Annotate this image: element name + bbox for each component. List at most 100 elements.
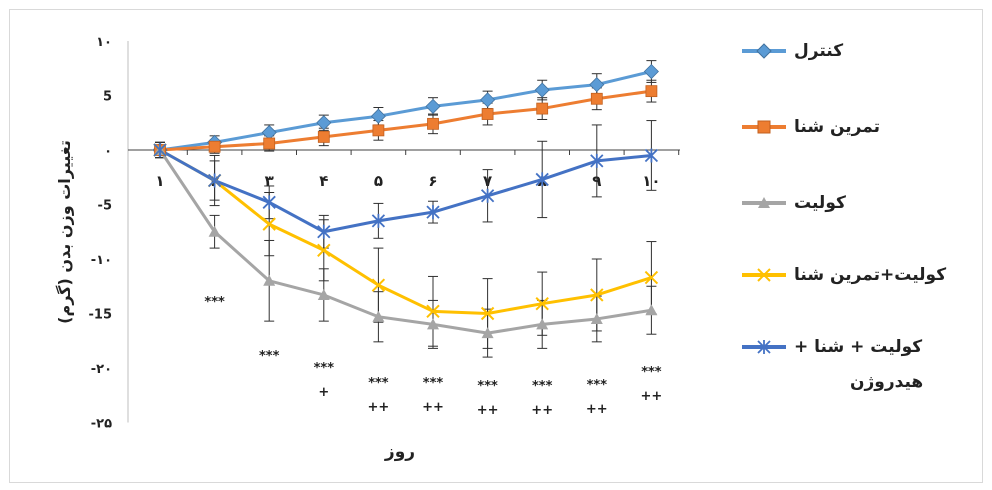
- significance-label: ***: [587, 378, 608, 393]
- data-point: [426, 304, 440, 319]
- data-point: [317, 131, 330, 143]
- significance-annotations: *** *** *** + *** ++ *** ++ *** ++ *** ++ *** ++ *** ++: [204, 295, 662, 418]
- data-point: [481, 108, 494, 120]
- x-axis-label: روز: [384, 442, 415, 462]
- data-point: [589, 77, 605, 93]
- data-point: [590, 92, 603, 105]
- data-point: [317, 243, 331, 257]
- y-tick-label: -۱۰: [91, 253, 112, 268]
- data-point: [263, 137, 276, 150]
- data-point: [590, 288, 604, 302]
- data-point: [153, 143, 167, 157]
- legend-label: کولیت+تمرین شنا: [794, 265, 947, 285]
- data-point: [645, 304, 658, 316]
- significance-label: ***: [259, 349, 280, 364]
- data-point: [644, 148, 659, 163]
- data-point: [207, 173, 222, 188]
- data-point: [261, 124, 277, 141]
- series-line: [159, 70, 652, 152]
- data-point: [372, 310, 385, 322]
- significance-label: ***: [368, 376, 389, 391]
- chart-frame: [9, 9, 983, 483]
- x-tick-label: ۵: [374, 172, 383, 190]
- legend-swatch: [742, 190, 786, 216]
- legend-item-swim-training: تمرین شنا: [742, 114, 880, 140]
- x-tick-label: ۱: [155, 172, 164, 190]
- significance-label: ***: [314, 361, 335, 376]
- legend-swatch: [742, 38, 786, 64]
- significance-label: ++: [368, 400, 390, 415]
- significance-label: ***: [204, 295, 225, 310]
- data-point: [480, 92, 496, 108]
- series-lines: [158, 70, 652, 335]
- data-point: [371, 278, 386, 292]
- x-tick-label: ۶: [428, 172, 437, 190]
- series-line: [159, 148, 652, 315]
- series-markers: [152, 63, 659, 339]
- significance-label: +: [318, 385, 329, 400]
- data-point: [263, 274, 276, 286]
- data-point: [480, 306, 495, 321]
- data-point: [208, 225, 221, 237]
- x-tick-label: ۴: [319, 172, 328, 190]
- legend-swatch: [742, 262, 786, 288]
- y-tick-label: -5: [98, 199, 112, 214]
- data-point: [372, 124, 385, 137]
- y-axis-label: تغییرات وزن بدن (گرم): [55, 140, 74, 324]
- data-point: [262, 217, 276, 231]
- significance-label: ***: [477, 379, 498, 394]
- data-point: [590, 153, 604, 168]
- legend-swatch: [742, 114, 786, 140]
- significance-label: ++: [641, 389, 663, 404]
- data-point: [481, 327, 494, 339]
- legend-label: تمرین شنا: [794, 117, 880, 137]
- y-tick-label: ۰: [104, 144, 112, 159]
- data-point: [480, 188, 495, 203]
- data-point: [427, 117, 439, 130]
- legend-label-continuation: هیدروژن: [850, 372, 924, 392]
- significance-label: ++: [586, 402, 608, 417]
- data-point: [371, 213, 386, 228]
- significance-label: ++: [531, 403, 553, 418]
- data-point: [425, 98, 441, 114]
- legend-item-colitis-swim: کولیت+تمرین شنا: [742, 262, 946, 288]
- data-point: [535, 296, 549, 311]
- significance-label: ***: [641, 365, 662, 380]
- legend-swatch: [742, 334, 786, 360]
- legend-label: کنترل: [794, 41, 844, 61]
- y-tick-label: -۲۵: [91, 417, 112, 432]
- legend-item-colitis-swim-hydrogen: کولیت + شنا +: [742, 334, 922, 360]
- data-point: [535, 172, 549, 187]
- data-point: [536, 318, 549, 330]
- significance-label: ++: [477, 403, 499, 418]
- data-point: [317, 288, 330, 300]
- y-tick-label: ۱۰: [96, 35, 112, 50]
- x-tick-label: ۳: [265, 172, 274, 190]
- series-line: [158, 149, 652, 335]
- data-point: [262, 195, 276, 210]
- data-point: [370, 108, 386, 124]
- significance-label: ++: [422, 400, 444, 415]
- data-point: [427, 318, 439, 330]
- data-point: [643, 63, 659, 80]
- y-tick-label: -۲۰: [91, 362, 112, 377]
- legend-item-control: کنترل: [742, 38, 843, 64]
- data-point: [317, 224, 331, 239]
- legend-label: کولیت: [794, 193, 846, 213]
- data-point: [316, 115, 332, 131]
- data-point: [534, 82, 550, 98]
- data-point: [208, 140, 221, 153]
- y-tick-label: -15: [89, 308, 113, 323]
- series-line: [159, 148, 652, 234]
- data-point: [536, 102, 549, 115]
- legend-item-colitis: کولیت: [742, 190, 846, 216]
- significance-label: ***: [423, 376, 444, 391]
- y-tick-label: 5: [103, 90, 112, 105]
- data-point: [645, 85, 658, 98]
- data-point: [644, 270, 659, 285]
- error-bars: [155, 60, 657, 358]
- significance-label: ***: [532, 379, 553, 394]
- legend-label: کولیت + شنا +: [794, 337, 923, 357]
- series-line: [159, 89, 652, 152]
